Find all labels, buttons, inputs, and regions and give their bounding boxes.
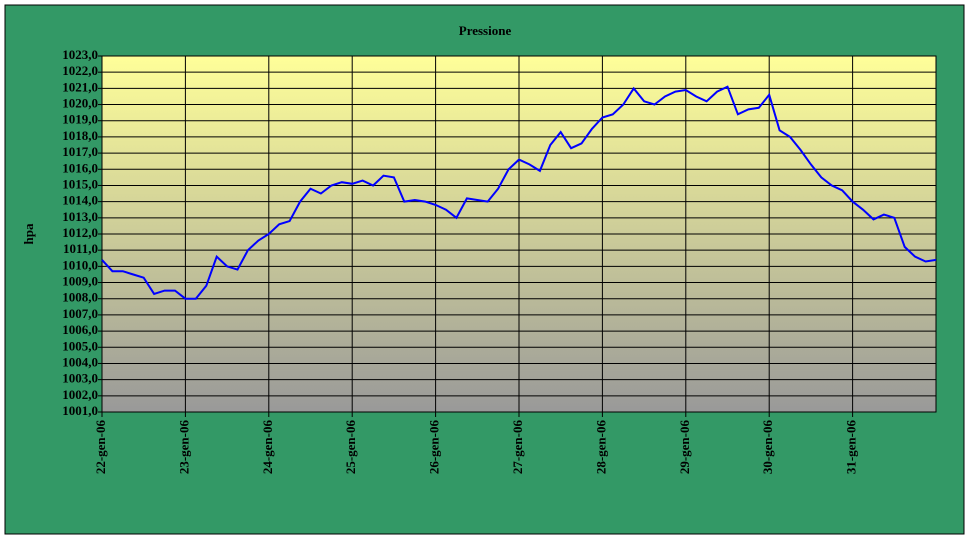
y-tick-label: 1005,0 [62, 338, 98, 353]
x-tick-label: 24-gen-06 [260, 420, 275, 475]
y-tick-label: 1009,0 [62, 274, 98, 289]
y-tick-label: 1004,0 [62, 354, 98, 369]
y-tick-label: 1020,0 [62, 96, 98, 111]
y-tick-label: 1010,0 [62, 257, 98, 272]
y-tick-label: 1015,0 [62, 176, 98, 191]
y-tick-label: 1003,0 [62, 371, 98, 386]
data-line [101, 85, 937, 300]
y-tick-label: 1011,0 [63, 241, 98, 256]
x-tick-label: 28-gen-06 [593, 420, 608, 475]
x-tick-label: 29-gen-06 [677, 420, 692, 475]
x-tick-label: 22-gen-06 [93, 420, 108, 475]
y-tick-label: 1002,0 [62, 387, 98, 402]
y-tick-label: 1023,0 [62, 47, 98, 62]
y-tick-label: 1019,0 [62, 112, 98, 127]
y-tick-label: 1006,0 [62, 322, 98, 337]
y-tick-label: 1014,0 [62, 193, 98, 208]
y-tick-label: 1001,0 [62, 403, 98, 418]
y-tick-label: 1022,0 [62, 63, 98, 78]
y-tick-label: 1013,0 [62, 209, 98, 224]
y-tick-label: 1008,0 [62, 290, 98, 305]
y-tick-label: 1016,0 [62, 160, 98, 175]
x-tick-label: 27-gen-06 [510, 420, 525, 475]
y-axis-label: hpa [21, 223, 36, 244]
y-tick-label: 1021,0 [62, 79, 98, 94]
chart-title: Pressione [459, 23, 512, 38]
x-tick-label: 25-gen-06 [343, 420, 358, 475]
y-tick-label: 1017,0 [62, 144, 98, 159]
x-tick-label: 23-gen-06 [176, 420, 191, 475]
x-tick-label: 30-gen-06 [760, 420, 775, 475]
x-tick-label: 26-gen-06 [427, 420, 442, 475]
y-tick-label: 1012,0 [62, 225, 98, 240]
y-tick-label: 1018,0 [62, 128, 98, 143]
x-tick-label: 31-gen-06 [844, 420, 859, 475]
y-tick-label: 1007,0 [62, 306, 98, 321]
